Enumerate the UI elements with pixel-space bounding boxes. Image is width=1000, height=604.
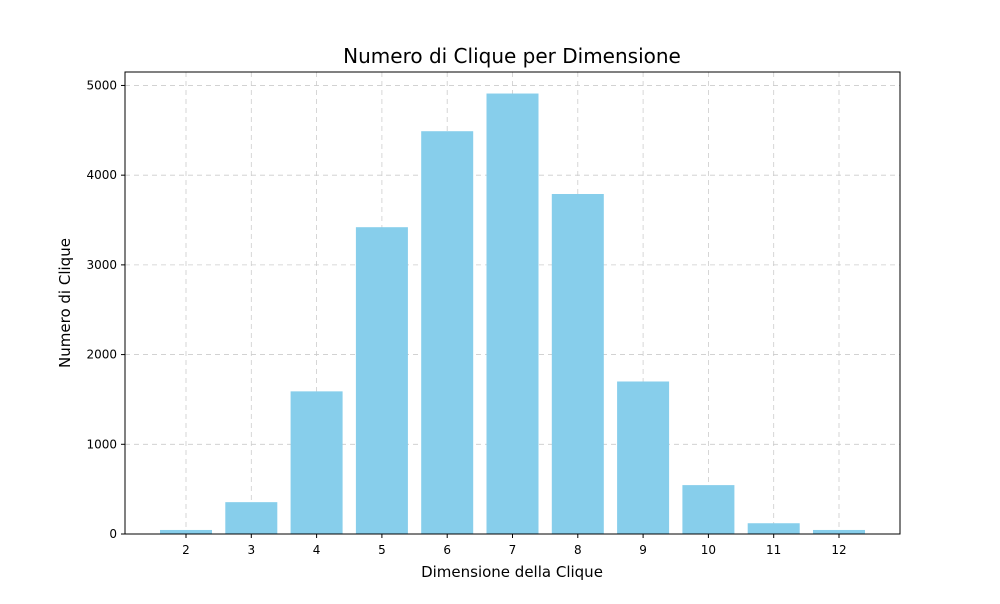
x-tick-label: 6 bbox=[443, 543, 451, 557]
y-tick-label: 0 bbox=[109, 527, 117, 541]
bar bbox=[160, 529, 212, 534]
ticks-layer: 0 1000 2000 3000 4000 5000 2 3 4 5 6 7 8 9 10 11 12 bbox=[86, 78, 846, 557]
bar bbox=[225, 502, 278, 534]
chart-title: Numero di Clique per Dimensione bbox=[343, 44, 681, 68]
bars-layer bbox=[160, 93, 865, 535]
bar bbox=[682, 485, 735, 534]
x-axis-label: Dimensione della Clique bbox=[421, 563, 603, 581]
y-tick-label: 2000 bbox=[86, 348, 117, 362]
x-tick-label: 12 bbox=[831, 543, 846, 557]
bar bbox=[290, 391, 343, 534]
bar bbox=[551, 194, 604, 534]
y-tick-label: 1000 bbox=[86, 437, 117, 451]
bar bbox=[421, 131, 474, 534]
bar bbox=[355, 227, 408, 535]
bar bbox=[747, 523, 800, 534]
y-tick-label: 3000 bbox=[86, 258, 117, 272]
x-tick-label: 4 bbox=[313, 543, 321, 557]
x-tick-label: 11 bbox=[766, 543, 781, 557]
x-tick-label: 5 bbox=[378, 543, 386, 557]
x-tick-label: 8 bbox=[574, 543, 582, 557]
x-tick-label: 7 bbox=[509, 543, 517, 557]
bar bbox=[486, 93, 539, 535]
x-tick-label: 3 bbox=[247, 543, 255, 557]
y-tick-label: 5000 bbox=[86, 78, 117, 92]
x-tick-label: 9 bbox=[639, 543, 647, 557]
y-tick-label: 4000 bbox=[86, 168, 117, 182]
x-tick-label: 10 bbox=[701, 543, 716, 557]
bar bbox=[813, 529, 865, 534]
y-axis-label: Numero di Clique bbox=[56, 238, 74, 368]
bar bbox=[617, 381, 670, 534]
x-tick-label: 2 bbox=[182, 543, 190, 557]
